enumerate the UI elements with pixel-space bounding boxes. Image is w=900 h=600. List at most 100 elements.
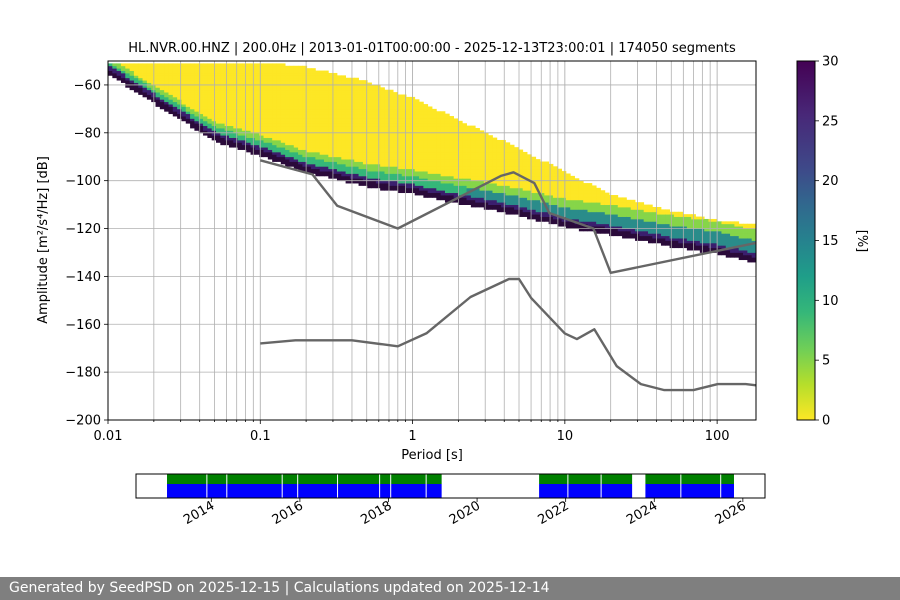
heatmap-cell <box>358 118 364 122</box>
heatmap-cell <box>496 151 502 155</box>
heatmap-cell <box>375 151 381 155</box>
heatmap-cell <box>743 252 748 256</box>
heatmap-cell <box>311 92 316 95</box>
heatmap-cell <box>332 108 338 112</box>
heatmap-cell <box>259 132 264 136</box>
heatmap-cell <box>540 187 545 191</box>
heatmap-cell <box>336 96 342 100</box>
heatmap-cell <box>233 130 238 134</box>
heatmap-cell <box>695 216 701 220</box>
heatmap-cell <box>263 65 269 69</box>
heatmap-cell <box>600 226 606 229</box>
heatmap-cell <box>401 123 407 127</box>
heatmap-cell <box>527 187 532 191</box>
heatmap-cell <box>470 130 476 134</box>
heatmap-cell <box>457 197 463 201</box>
heatmap-cell <box>449 135 454 138</box>
heatmap-cell <box>721 226 727 229</box>
heatmap-cell <box>375 144 381 148</box>
heatmap-cell <box>712 242 718 246</box>
heatmap-cell <box>345 135 351 138</box>
heatmap-cell <box>665 230 670 234</box>
heatmap-cell <box>289 116 295 119</box>
heatmap-cell <box>406 144 411 148</box>
heatmap-cell <box>427 192 433 196</box>
heatmap-cell <box>259 104 264 107</box>
heatmap-cell <box>259 113 264 117</box>
heatmap-cell <box>557 168 562 172</box>
heatmap-cell <box>496 187 502 191</box>
heatmap-cell <box>324 147 329 150</box>
heatmap-cell <box>311 128 316 131</box>
heatmap-cell <box>600 209 606 213</box>
heatmap-cell <box>462 159 467 162</box>
heatmap-cell <box>336 178 342 182</box>
heatmap-cell <box>328 125 334 129</box>
heatmap-cell <box>198 99 204 103</box>
heatmap-cell <box>263 77 269 81</box>
heatmap-cell <box>492 187 498 191</box>
heatmap-cell <box>362 94 368 98</box>
heatmap-cell <box>375 113 381 117</box>
heatmap-cell <box>505 159 511 162</box>
heatmap-cell <box>358 96 364 100</box>
heatmap-cell <box>531 185 537 189</box>
heatmap-cell <box>462 175 467 179</box>
heatmap-cell <box>375 94 381 98</box>
heatmap-cell <box>328 75 334 79</box>
heatmap-cell <box>427 147 433 150</box>
heatmap-cell <box>375 99 381 103</box>
heatmap-cell <box>332 113 338 117</box>
heatmap-cell <box>246 128 251 131</box>
heatmap-cell <box>561 211 567 215</box>
heatmap-cell <box>302 75 308 79</box>
heatmap-cell <box>246 120 251 124</box>
heatmap-cell <box>669 218 675 222</box>
heatmap-cell <box>216 84 221 88</box>
heatmap-cell <box>570 195 575 198</box>
heatmap-cell <box>276 72 282 76</box>
heatmap-cell <box>172 111 178 115</box>
heatmap-cell <box>483 154 489 158</box>
heatmap-cell <box>630 199 636 203</box>
heatmap-cell <box>375 149 381 153</box>
heatmap-cell <box>354 139 359 143</box>
heatmap-cell <box>254 135 260 138</box>
heatmap-cell <box>384 132 390 136</box>
heatmap-cell <box>457 142 463 146</box>
heatmap-cell <box>557 183 562 186</box>
heatmap-cell <box>540 175 545 179</box>
heatmap-cell <box>289 106 295 110</box>
heatmap-cell <box>743 235 748 239</box>
heatmap-cell <box>527 175 532 179</box>
heatmap-cell <box>591 209 597 213</box>
heatmap-cell <box>419 132 424 136</box>
heatmap-cell <box>324 137 329 141</box>
heatmap-cell <box>527 199 532 203</box>
heatmap-cell <box>341 84 346 88</box>
heatmap-cell <box>263 104 269 107</box>
heatmap-cell <box>466 132 472 136</box>
heatmap-cell <box>514 159 519 162</box>
heatmap-cell <box>228 94 234 98</box>
heatmap-cell <box>133 89 139 93</box>
heatmap-cell <box>341 123 346 127</box>
heatmap-cell <box>203 80 208 83</box>
heatmap-cell <box>734 238 740 241</box>
heatmap-cell <box>263 70 269 74</box>
heatmap-cell <box>738 242 744 246</box>
heatmap-cell <box>401 147 407 150</box>
heatmap-cell <box>246 99 251 103</box>
heatmap-cell <box>669 223 675 227</box>
heatmap-cell <box>708 218 714 222</box>
heatmap-cell <box>276 128 282 131</box>
heatmap-cell <box>457 149 463 153</box>
heatmap-cell <box>159 68 165 71</box>
heatmap-cell <box>267 101 273 105</box>
heatmap-cell <box>570 214 575 217</box>
heatmap-cell <box>578 216 584 220</box>
heatmap-cell <box>669 214 675 217</box>
heatmap-cell <box>444 118 450 122</box>
heatmap-cell <box>393 180 398 184</box>
heatmap-cell <box>211 72 217 76</box>
